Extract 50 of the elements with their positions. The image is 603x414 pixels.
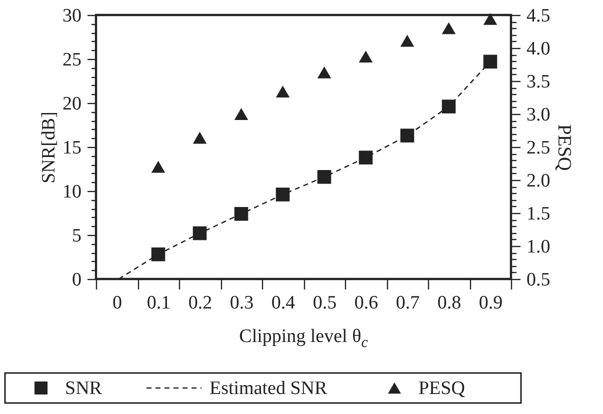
x-tick-label: 0.5 (312, 292, 337, 314)
y2-tick-label: 3.5 (526, 72, 550, 92)
point (400, 128, 414, 142)
y2-axis-title: PESQ (553, 124, 574, 172)
point (192, 132, 207, 144)
legend-label: Estimated SNR (210, 378, 328, 399)
point (151, 160, 166, 173)
point (442, 100, 456, 114)
y2-tick-label: 2.0 (526, 170, 550, 192)
y-tick-label: 10 (62, 182, 82, 202)
x-tick-label: 0.1 (146, 292, 171, 314)
point (234, 206, 248, 221)
point (358, 50, 373, 63)
y-axis-title: SNR[dB] (38, 112, 60, 184)
x-tick-label: 0.7 (396, 292, 420, 314)
point (483, 54, 498, 69)
point (234, 108, 248, 120)
legend-label: PESQ (418, 378, 466, 399)
y2-tick-label: 1.0 (526, 236, 550, 258)
x-tick-label: 0.4 (271, 292, 296, 314)
point (483, 12, 498, 25)
legend-label: SNR (65, 378, 102, 399)
x-tick-label: 0 (112, 292, 122, 314)
point (192, 226, 207, 240)
point (151, 247, 166, 262)
x-tick-label: 0.2 (188, 292, 212, 314)
y2-tick-label: 0.5 (526, 270, 550, 290)
y2-tick-label: 4.5 (526, 6, 550, 26)
x-tick-label: 0.3 (230, 292, 254, 314)
y2-tick-label: 2.5 (526, 138, 550, 158)
x-tick-label: 0.9 (478, 292, 503, 314)
x-axis-title: Clipping level θ$_{c}$ (238, 326, 369, 352)
point (317, 66, 332, 78)
point (317, 170, 332, 184)
point (358, 150, 373, 164)
point (442, 22, 456, 34)
y-tick-label: 20 (62, 94, 82, 114)
y-tick-label: 25 (62, 50, 82, 70)
y-tick-label: 0 (72, 270, 82, 290)
y2-tick-label: 1.5 (526, 204, 550, 224)
x-tick-label: 0.8 (437, 292, 462, 314)
y-tick-label: 5 (72, 226, 82, 246)
y2-tick-label: 4.0 (526, 38, 550, 60)
y2-tick-label: 3.0 (526, 104, 550, 126)
x-tick-label: 0.6 (354, 292, 378, 314)
y-tick-label: 30 (62, 6, 82, 26)
point (276, 86, 290, 98)
point (400, 34, 414, 47)
y-tick-label: 15 (62, 138, 82, 158)
point (276, 188, 290, 202)
